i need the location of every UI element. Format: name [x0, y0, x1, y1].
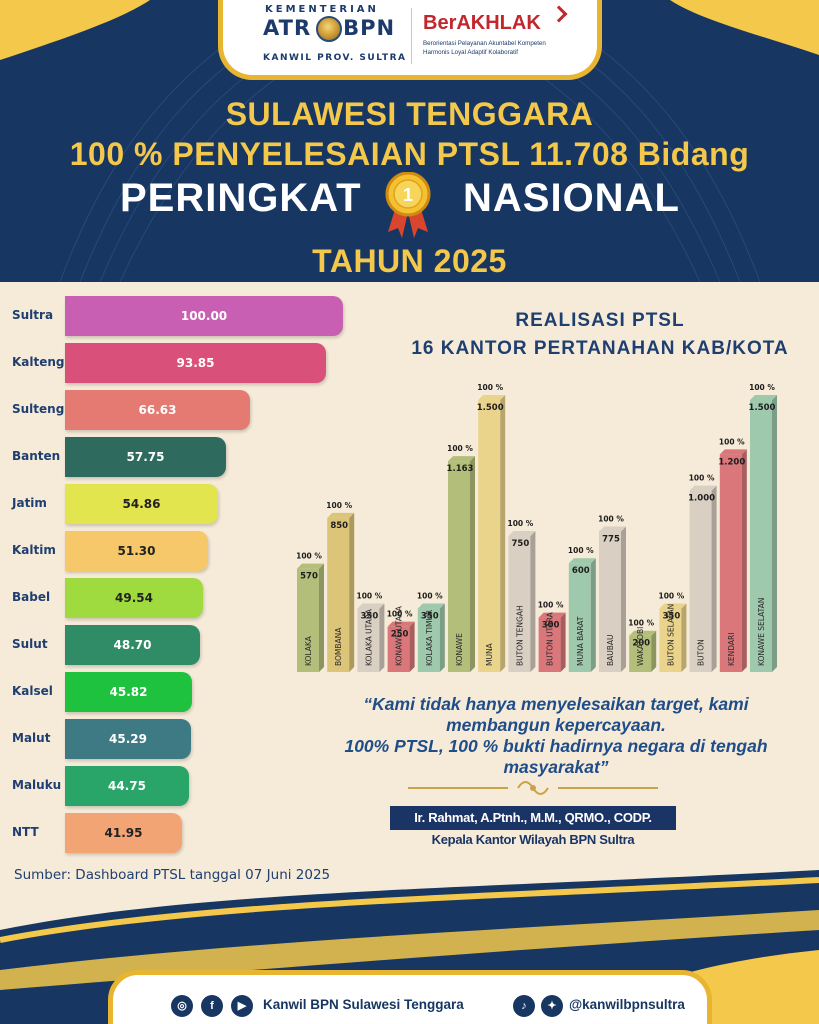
rank-category-label: Kalteng: [12, 355, 65, 369]
ministry-logo-text: ATR BPN: [263, 16, 395, 40]
berakhlak-chevron-icon: [550, 5, 568, 23]
rank-category-label: NTT: [12, 825, 39, 839]
rank-category-label: Sulteng: [12, 402, 65, 416]
rank-bar: [65, 625, 200, 665]
signatory-name: Ir. Rahmat, A.Ptnh., M.M., QRMO., CODP.: [390, 806, 676, 830]
chart-subtitle: 16 KANTOR PERTANAHAN KAB/KOTA: [411, 338, 789, 359]
rank-category-label: Sulut: [12, 637, 48, 651]
rank-bar: [65, 766, 189, 806]
bpn-emblem-icon: [316, 16, 342, 42]
page-name-link[interactable]: Kanwil BPN Sulawesi Tenggara: [263, 997, 464, 1012]
rank-value-label: 57.75: [126, 450, 165, 464]
rank-value-label: 49.54: [115, 591, 153, 605]
rank-bar: [65, 296, 343, 336]
rank-bar: [65, 343, 326, 383]
footer-social-box: ◎ f ▶ Kanwil BPN Sulawesi Tenggara ♪ ✦ @…: [108, 970, 712, 1024]
handle-link[interactable]: @kanwilbpnsultra: [569, 997, 685, 1012]
rank-value-label: 100.00: [180, 309, 228, 323]
rank-bar: [65, 719, 191, 759]
quote-line-2: membangun kepercayaan.: [446, 715, 666, 735]
rank-bar: [65, 531, 208, 571]
tiktok-icon[interactable]: ♪: [513, 995, 535, 1017]
ministry-top-text: KEMENTERIAN: [265, 4, 379, 15]
medal-rank-number: 1: [403, 185, 413, 205]
rank-bar: [65, 437, 226, 477]
quote-line-1: “Kami tidak hanya menyelesaikan target, …: [363, 694, 749, 714]
chart-title: REALISASI PTSL: [515, 310, 685, 331]
ministry-sub-text: KANWIL PROV. SULTRA: [263, 53, 407, 63]
headline-year: TAHUN 2025: [312, 243, 507, 279]
quote-line-4: masyarakat”: [503, 757, 609, 777]
source-text: Sumber: Dashboard PTSL tanggal 07 Juni 2…: [14, 867, 331, 883]
rank-category-label: Sultra: [12, 308, 54, 322]
rank-category-label: Jatim: [12, 496, 47, 510]
twitter-icon[interactable]: ✦: [541, 995, 563, 1017]
rank-category-label: Banten: [12, 449, 61, 463]
headline-achievement: 100 % PENYELESAIAN PTSL 11.708 Bidang: [69, 136, 750, 172]
rank-category-label: Kaltim: [12, 543, 56, 557]
headline-region: SULAWESI TENGGARA: [225, 96, 594, 132]
rank-value-label: 51.30: [117, 544, 156, 558]
rank-value-label: 54.86: [122, 497, 161, 511]
ministry-right-text: BPN: [343, 16, 396, 40]
rank-bar: [65, 484, 218, 524]
rank-category-label: Kalsel: [12, 684, 53, 698]
logo-divider: [411, 8, 412, 64]
rank-value-label: 44.75: [108, 779, 146, 793]
facebook-icon[interactable]: f: [201, 995, 223, 1017]
rank-category-label: Maluku: [12, 778, 62, 792]
rank-value-label: 93.85: [176, 356, 215, 370]
rank-value-label: 41.95: [104, 826, 143, 840]
headline-rank-left: PERINGKAT: [120, 176, 362, 220]
logo-box: KEMENTERIAN ATR BPN KANWIL PROV. SULTRA B…: [218, 0, 602, 80]
rank-bar: [65, 390, 250, 430]
rank-value-label: 45.29: [109, 732, 147, 746]
rank-bar: [65, 578, 203, 618]
rank-category-label: Babel: [12, 590, 51, 604]
medal-icon: 1: [385, 172, 431, 238]
signatory-title: Kepala Kantor Wilayah BPN Sultra: [431, 832, 635, 847]
rank-value-label: 45.82: [109, 685, 148, 699]
headline-rank-right: NASIONAL: [463, 176, 680, 220]
rank-bar: [65, 672, 192, 712]
ministry-left-text: ATR: [263, 16, 312, 40]
rank-category-label: Malut: [12, 731, 51, 745]
ornament-divider: [408, 781, 658, 795]
youtube-icon[interactable]: ▶: [231, 995, 253, 1017]
rank-value-label: 66.63: [138, 403, 177, 417]
quote-line-3: 100% PTSL, 100 % bukti hadirnya negara d…: [344, 736, 768, 756]
rank-value-label: 48.70: [113, 638, 152, 652]
berakhlak-logo-text: BerAKHLAK: [423, 12, 541, 34]
instagram-icon[interactable]: ◎: [171, 995, 193, 1017]
rank-bar: [65, 813, 182, 853]
berakhlak-tagline-1: Berorientasi Pelayanan Akuntabel Kompete…: [423, 40, 546, 47]
berakhlak-tagline-2: Harmonis Loyal Adaptif Kolaboratif: [423, 49, 518, 56]
